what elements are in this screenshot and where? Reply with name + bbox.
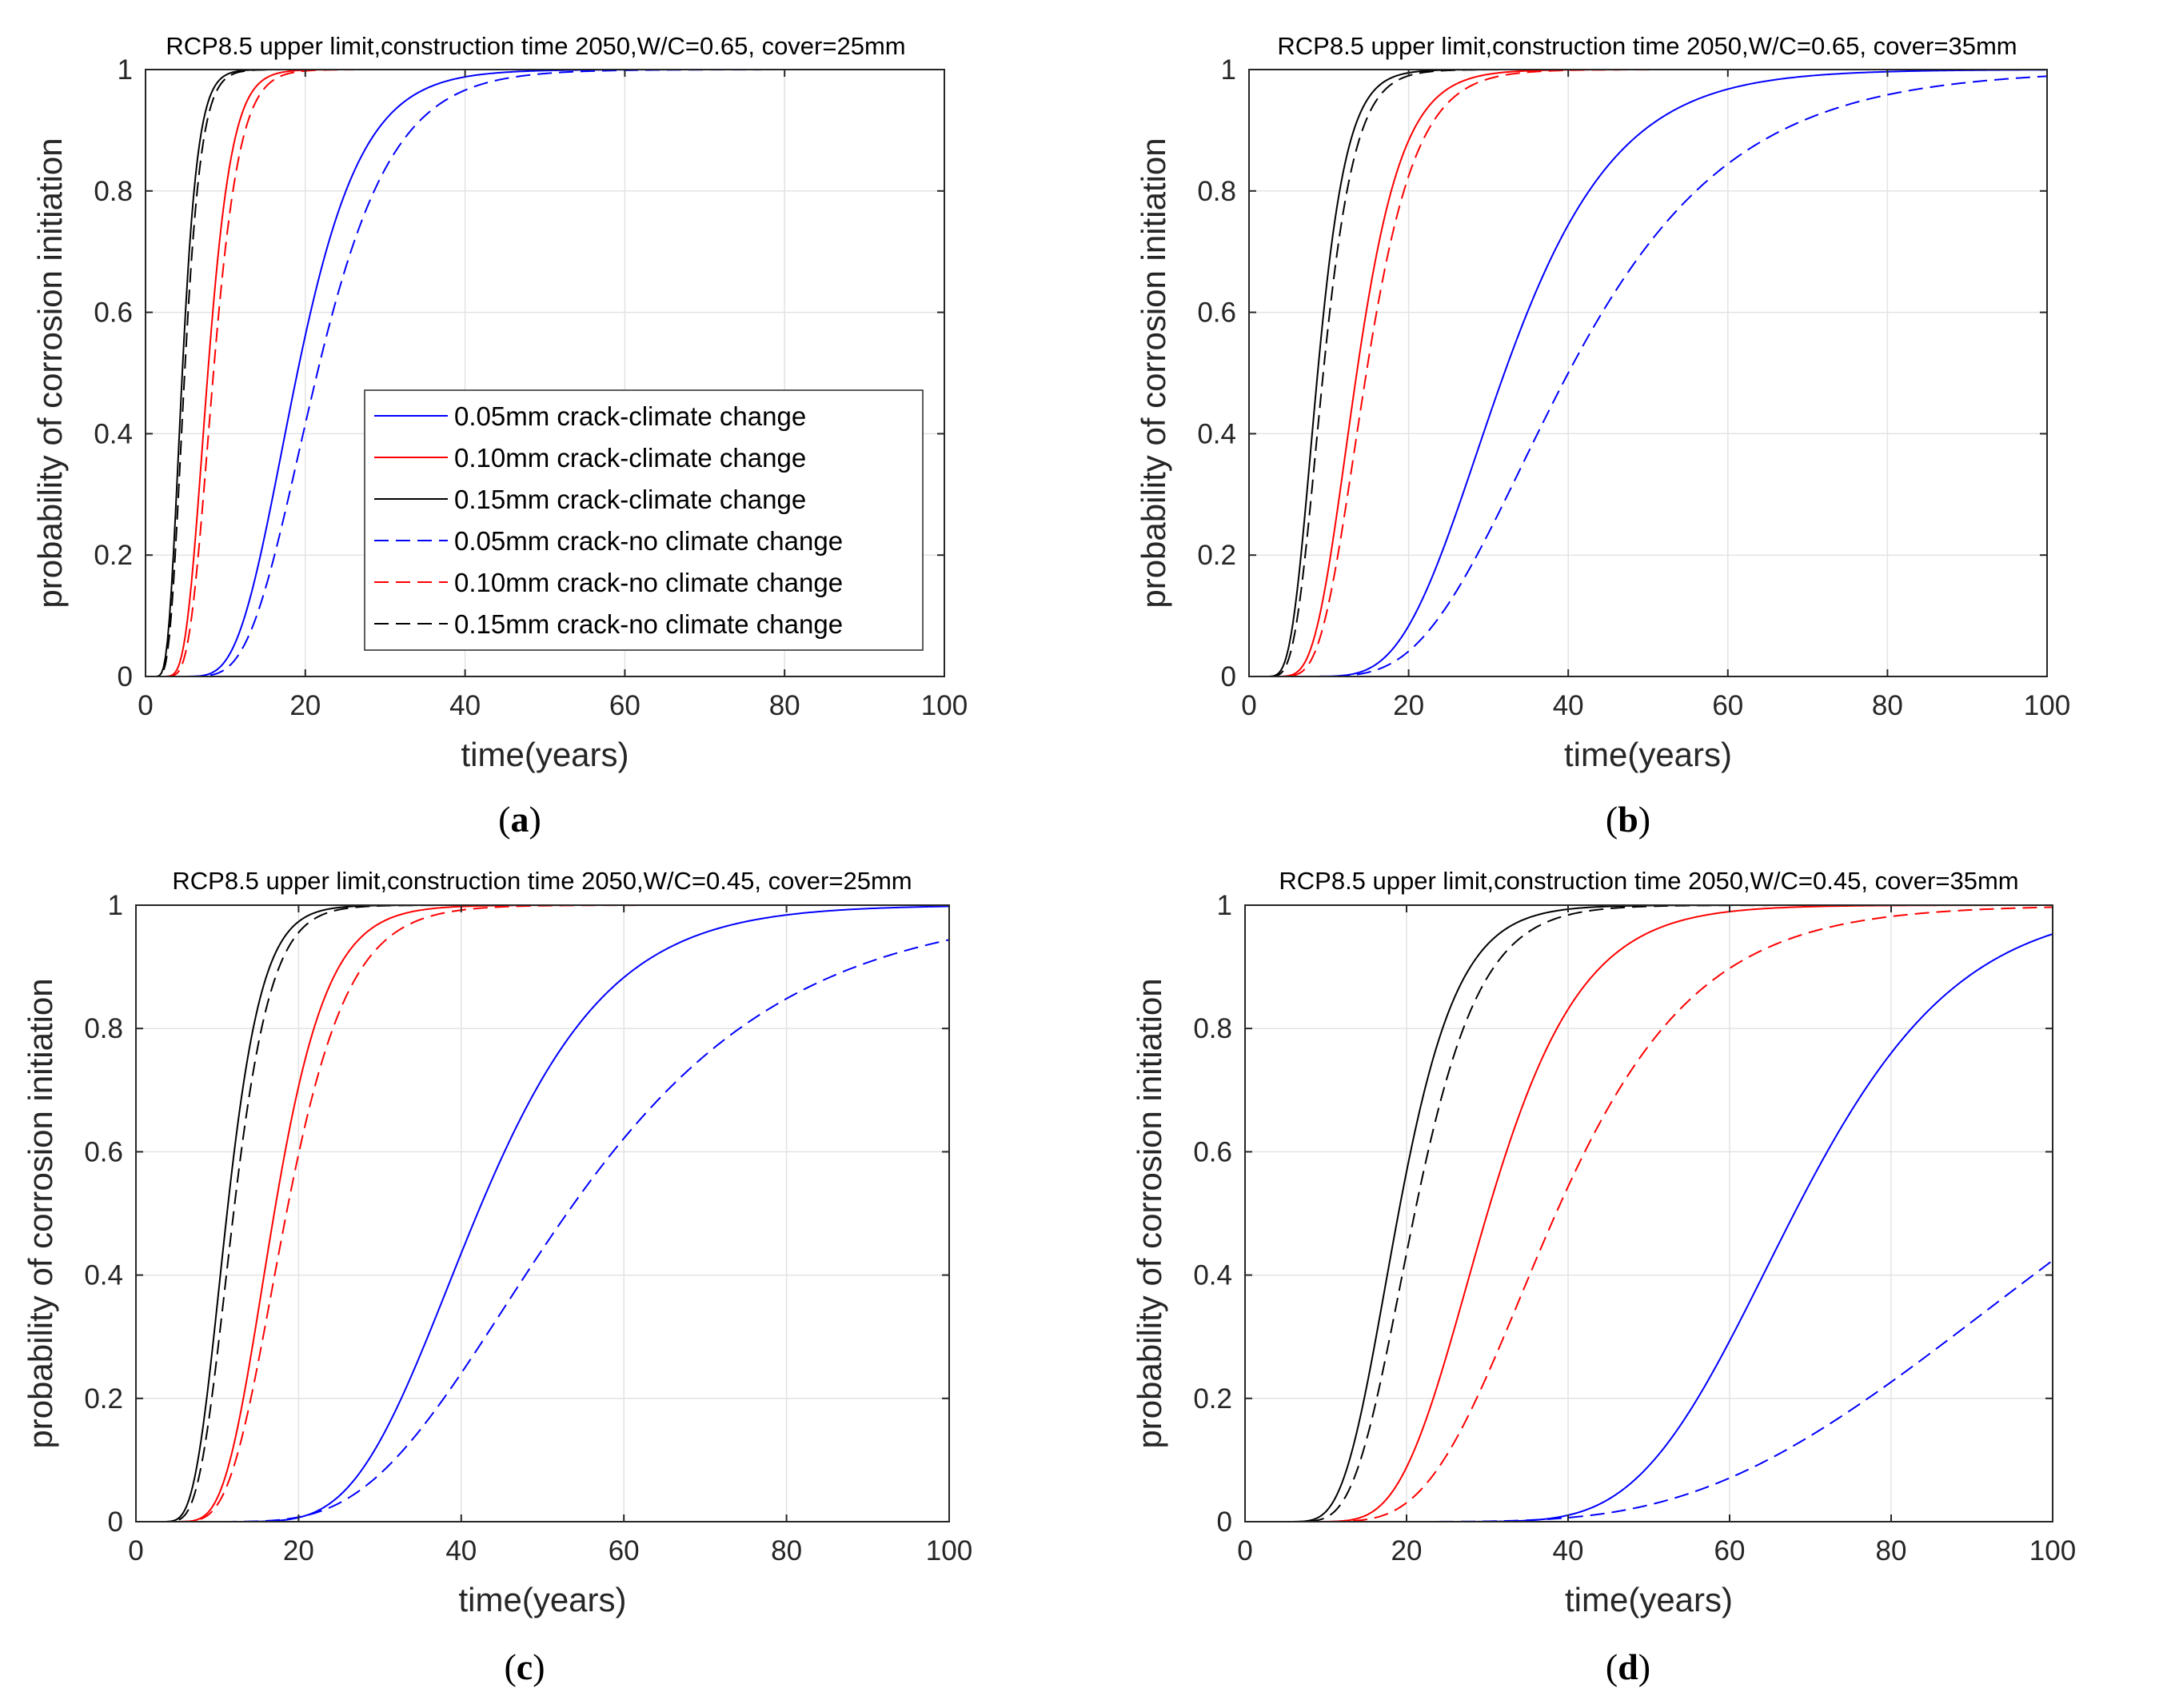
y-tick-label: 0.6	[94, 297, 133, 329]
x-tick-label: 100	[926, 1535, 972, 1566]
axes-box	[135, 904, 950, 1522]
chart-title: RCP8.5 upper limit,construction time 205…	[166, 32, 905, 60]
x-tick-label: 80	[769, 690, 800, 721]
y-tick-label: 0.6	[1197, 297, 1236, 329]
chart-panel-a: 0 20 40 60 80 100 0 0.2 0.4 0.6 0.8 1 RCP8.5 upper l…	[31, 32, 968, 840]
y-tick-label: 0.8	[1197, 176, 1236, 207]
y-tick-label: 0.4	[84, 1260, 123, 1291]
y-tick-label: 0.4	[1193, 1260, 1232, 1291]
x-tick-label: 60	[609, 690, 641, 721]
y-tick-label: 0.4	[1197, 418, 1236, 449]
series-line-4	[1245, 906, 2053, 1522]
y-axis-label: probability of corrosion initiation	[31, 138, 69, 608]
x-tick-label: 40	[1553, 1535, 1584, 1566]
y-axis-label: probability of corrosion initiation	[22, 978, 59, 1448]
y-tick-label: 0.2	[1193, 1383, 1232, 1415]
panel-caption: (b)	[1606, 799, 1650, 840]
y-tick-label: 1	[1221, 54, 1236, 86]
series-line-3	[1249, 75, 2048, 677]
chart-title: RCP8.5 upper limit,construction time 205…	[1277, 32, 2017, 60]
legend-label: 0.15mm crack-no climate change	[454, 609, 843, 639]
x-tick-label: 0	[128, 1535, 143, 1566]
x-tick-label: 100	[921, 690, 968, 721]
chart-title: RCP8.5 upper limit,construction time 205…	[1279, 867, 2018, 895]
y-tick-label: 1	[108, 890, 123, 921]
panel-caption-letter: c	[517, 1646, 533, 1687]
panel-caption: (c)	[504, 1646, 545, 1687]
x-axis-label: time(years)	[461, 736, 629, 773]
axes-box	[1248, 69, 2048, 677]
x-tick-label: 80	[1876, 1535, 1907, 1566]
chart-panel-d: 0 20 40 60 80 100 0 0.2 0.4 0.6 0.8 1 RCP8.5 upper l…	[1131, 867, 2076, 1687]
x-tick-label: 40	[445, 1535, 477, 1566]
legend-label: 0.05mm crack-no climate change	[454, 526, 843, 556]
legend-label: 0.10mm crack-climate change	[454, 443, 806, 473]
plot-area	[1245, 905, 2053, 1522]
y-tick-label: 0	[1217, 1506, 1232, 1538]
x-tick-label: 60	[609, 1535, 640, 1566]
chart-panel-b: 0 20 40 60 80 100 0 0.2 0.4 0.6 0.8 1 RCP8.5 upper l…	[1135, 32, 2070, 840]
axes-box	[145, 69, 945, 677]
series-line-3	[146, 69, 944, 677]
y-tick-label: 0.6	[1193, 1136, 1232, 1167]
x-tick-label: 0	[138, 690, 153, 721]
y-tick-label: 0.8	[1193, 1013, 1232, 1044]
x-tick-label: 100	[2029, 1535, 2076, 1566]
plot-area	[136, 905, 949, 1522]
panel-caption-letter: a	[511, 799, 529, 840]
y-tick-label: 0	[108, 1506, 123, 1538]
y-tick-label: 0	[118, 661, 133, 692]
x-tick-label: 0	[1241, 690, 1256, 721]
axes-box	[1244, 904, 2053, 1522]
y-tick-label: 0.8	[84, 1013, 123, 1044]
y-tick-label: 0.8	[94, 176, 133, 207]
y-axis-label: probability of corrosion initiation	[1131, 978, 1168, 1448]
series-line-0	[1249, 69, 2047, 677]
x-tick-label: 20	[283, 1535, 314, 1566]
y-tick-label: 1	[118, 54, 133, 86]
x-tick-label: 80	[1872, 690, 1903, 721]
y-tick-label: 0.2	[94, 540, 133, 571]
y-tick-label: 1	[1217, 890, 1232, 921]
x-tick-label: 80	[771, 1535, 802, 1566]
x-axis-label: time(years)	[1564, 736, 1732, 773]
panel-caption-letter: d	[1618, 1646, 1638, 1687]
x-tick-label: 40	[1553, 690, 1584, 721]
legend-label: 0.10mm crack-no climate change	[454, 568, 843, 597]
x-tick-label: 0	[1237, 1535, 1252, 1566]
x-axis-label: time(years)	[1565, 1581, 1733, 1618]
x-tick-label: 60	[1712, 690, 1743, 721]
chart-panel-c: 0 20 40 60 80 100 0 0.2 0.4 0.6 0.8 1 RCP8.5 upper l…	[22, 867, 972, 1687]
legend-label: 0.15mm crack-climate change	[454, 485, 806, 514]
chart-title: RCP8.5 upper limit,construction time 205…	[172, 867, 912, 895]
y-tick-label: 0.4	[94, 418, 133, 449]
y-tick-label: 0.2	[1197, 540, 1236, 571]
y-tick-label: 0.6	[84, 1136, 123, 1167]
x-tick-label: 100	[2024, 690, 2070, 721]
panel-caption: (d)	[1606, 1646, 1650, 1687]
panel-caption: (a)	[498, 799, 541, 840]
x-tick-label: 20	[1391, 1535, 1423, 1566]
legend-box	[364, 389, 924, 651]
y-axis-label: probability of corrosion initiation	[1135, 138, 1172, 608]
legend-label: 0.05mm crack-climate change	[454, 401, 806, 431]
x-tick-label: 20	[289, 690, 321, 721]
y-tick-label: 0.2	[84, 1383, 123, 1415]
y-tick-label: 0	[1221, 661, 1236, 692]
x-tick-label: 40	[449, 690, 481, 721]
legend: 0.05mm crack-climate change 0.10mm crack-…	[364, 389, 924, 651]
x-axis-label: time(years)	[458, 1581, 626, 1618]
x-tick-label: 60	[1714, 1535, 1746, 1566]
x-tick-label: 20	[1393, 690, 1424, 721]
plot-area	[1249, 70, 2047, 676]
panel-caption-letter: b	[1618, 799, 1638, 840]
